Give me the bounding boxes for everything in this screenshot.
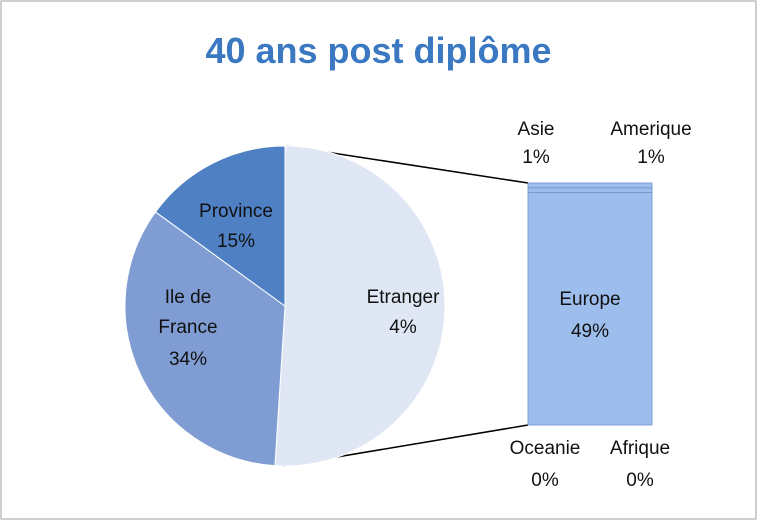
slice-label: Province [199,201,273,222]
bar-segment [527,182,653,189]
bar-value: 49% [570,321,610,342]
bar-label: Asie [517,119,555,140]
bar-value: 1% [637,147,665,168]
bar-value: 0% [531,470,559,491]
slice-value: 34% [168,349,208,370]
pie-slice [274,145,446,467]
bar-value: 0% [626,470,654,491]
slice-value: 4% [389,317,417,338]
slice-value: 15% [216,231,256,252]
bar-label: Oceanie [509,438,581,459]
bar-segment [527,187,653,193]
bar-label: Europe [559,289,621,310]
bar-value: 1% [522,147,550,168]
pie-slice [124,211,286,467]
bar-label: Afrique [609,438,671,459]
chart-title: 40 ans post diplôme [205,30,552,71]
pie-slice [154,145,286,307]
slice-label: Etranger [366,287,440,308]
slice-label: Ile de France [158,287,218,338]
bar-segment [527,192,653,426]
bar-label: Amerique [610,119,692,140]
